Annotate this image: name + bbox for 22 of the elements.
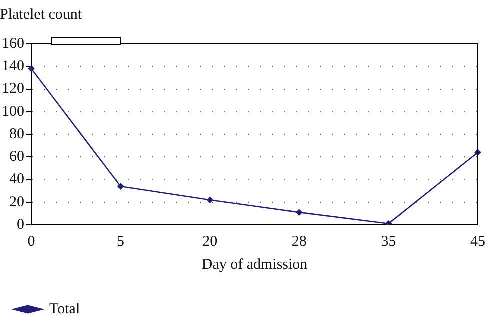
x-tick-label: 35: [381, 234, 396, 250]
y-tick-label: 160: [2, 36, 24, 52]
x-axis-title: Day of admission: [202, 256, 308, 273]
y-tick-label: 80: [10, 126, 24, 142]
x-tick-label: 0: [28, 234, 36, 250]
point: [296, 209, 303, 216]
y-tick-label: 20: [10, 194, 24, 210]
point: [28, 66, 35, 72]
x-tick-label: 45: [470, 234, 486, 250]
y-tick-label: 60: [10, 149, 24, 166]
x-tick-label: 20: [202, 234, 218, 250]
y-tick-label: 0: [17, 216, 24, 233]
x-tick-label: 28: [292, 234, 307, 250]
point: [118, 183, 124, 190]
y-tick-label: 100: [2, 104, 24, 120]
y-tick-label: 40: [10, 172, 24, 188]
legend-label: Total: [50, 301, 80, 318]
x-tick-label: 5: [117, 234, 125, 250]
y-tick-label: 140: [2, 58, 24, 75]
chart-title: Platelet count: [0, 6, 83, 23]
point: [206, 196, 214, 204]
y-tick-label: 120: [2, 81, 24, 98]
